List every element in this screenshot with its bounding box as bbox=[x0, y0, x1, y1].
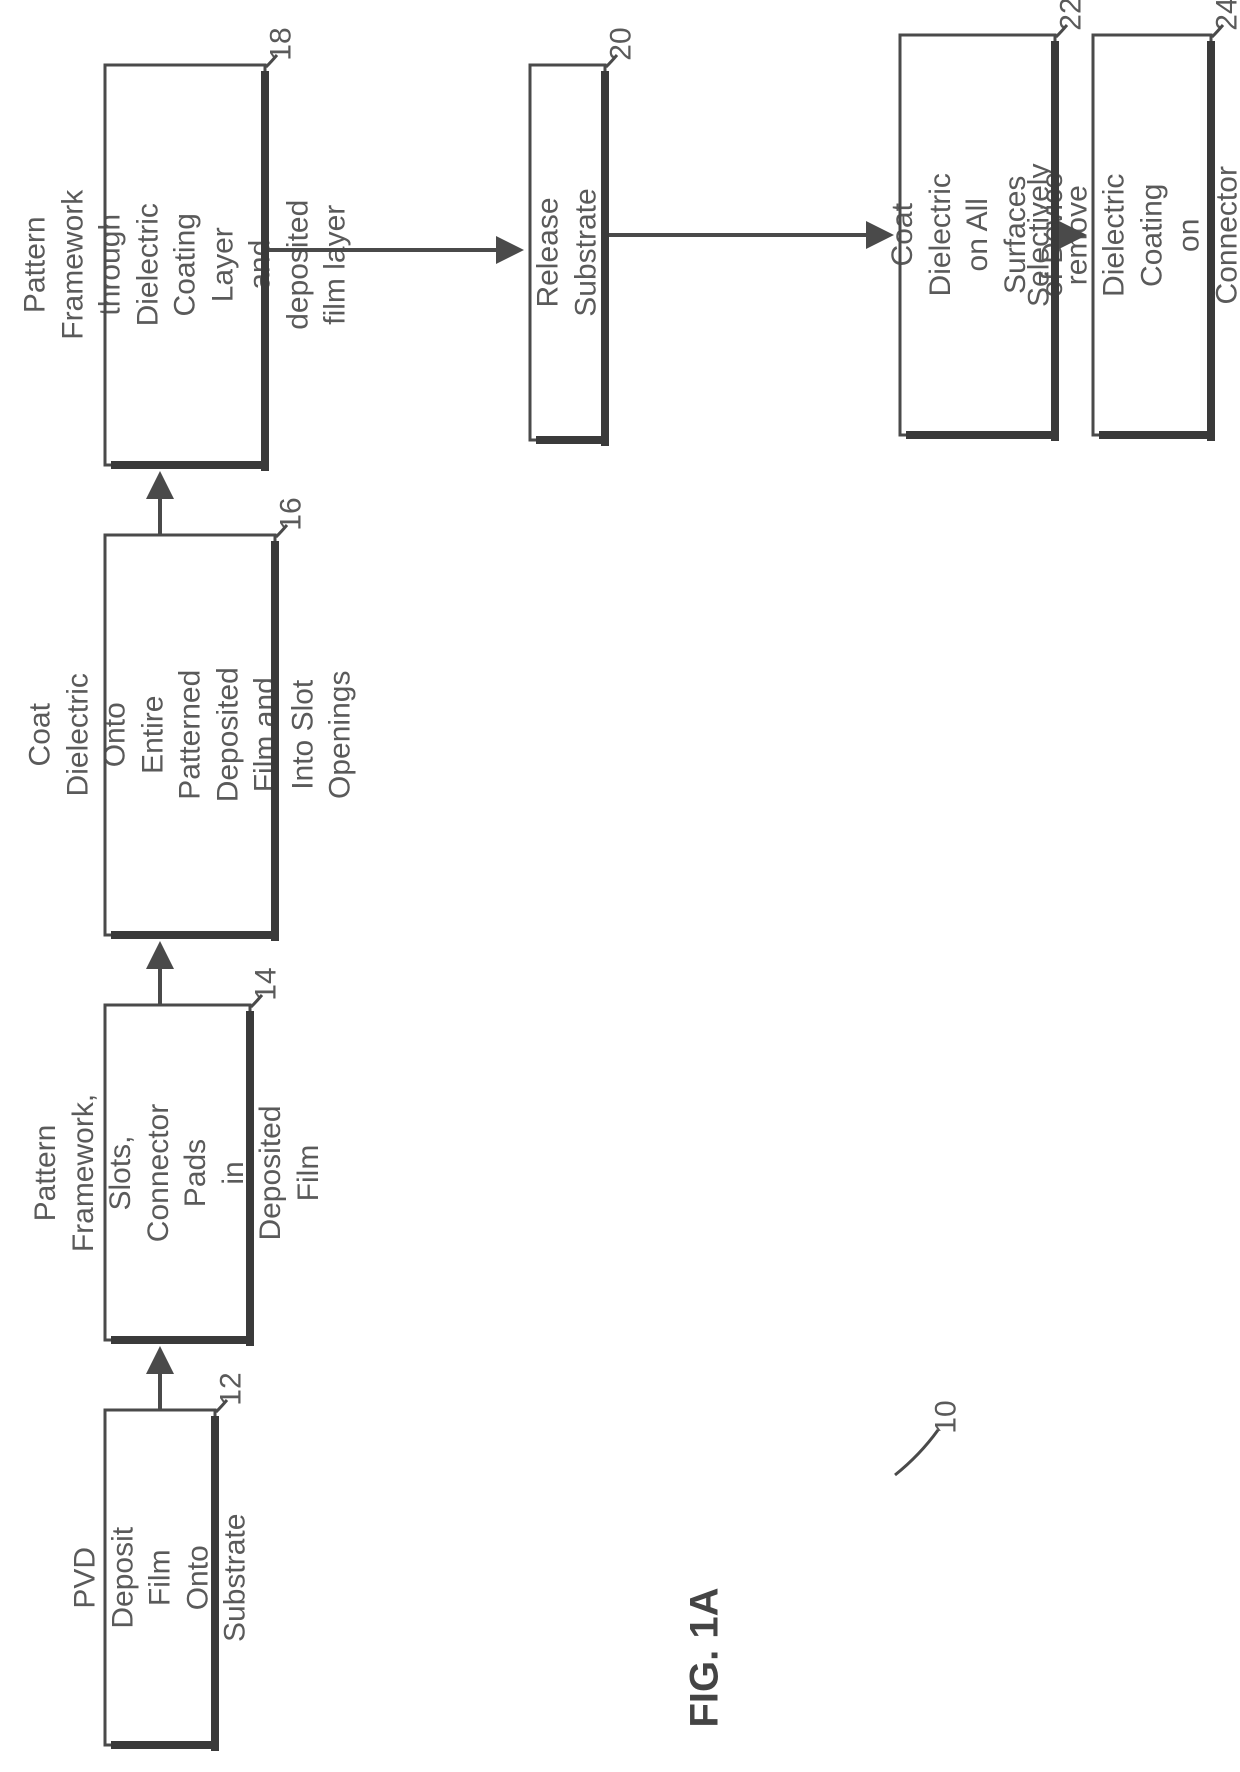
step-14-text: Pattern Framework, Slots, Connector Pads… bbox=[28, 1093, 328, 1251]
diagram-number: 10 bbox=[930, 1400, 964, 1433]
step-20-text: Release Substrate bbox=[530, 188, 605, 316]
step-24-number: 24 bbox=[1211, 0, 1240, 31]
step-12-text: PVD Deposit Film Onto Substrate bbox=[66, 1513, 254, 1641]
step-16-box: Coat Dielectric Onto Entire Patterned De… bbox=[105, 535, 275, 935]
step-18-number: 18 bbox=[265, 27, 299, 60]
step-20-box: Release Substrate bbox=[530, 65, 605, 440]
step-12-box: PVD Deposit Film Onto Substrate bbox=[105, 1410, 215, 1745]
step-16-number: 16 bbox=[275, 497, 309, 530]
flowchart-canvas: PVD Deposit Film Onto Substrate 12 Patte… bbox=[0, 0, 1240, 1772]
step-24-box: Selectively remove Dielectric Coating on… bbox=[1093, 35, 1211, 435]
step-24-text: Selectively remove Dielectric Coating on… bbox=[1021, 163, 1240, 306]
step-18-text: Pattern Framework through Dielectric Coa… bbox=[16, 190, 354, 340]
step-14-number: 14 bbox=[250, 967, 284, 1000]
step-12-number: 12 bbox=[215, 1372, 249, 1405]
step-14-box: Pattern Framework, Slots, Connector Pads… bbox=[105, 1005, 250, 1340]
step-18-box: Pattern Framework through Dielectric Coa… bbox=[105, 65, 265, 465]
step-22-number: 22 bbox=[1055, 0, 1089, 31]
step-20-number: 20 bbox=[605, 27, 639, 60]
figure-label: FIG. 1A bbox=[683, 1587, 728, 1727]
step-16-text: Coat Dielectric Onto Entire Patterned De… bbox=[21, 660, 359, 810]
